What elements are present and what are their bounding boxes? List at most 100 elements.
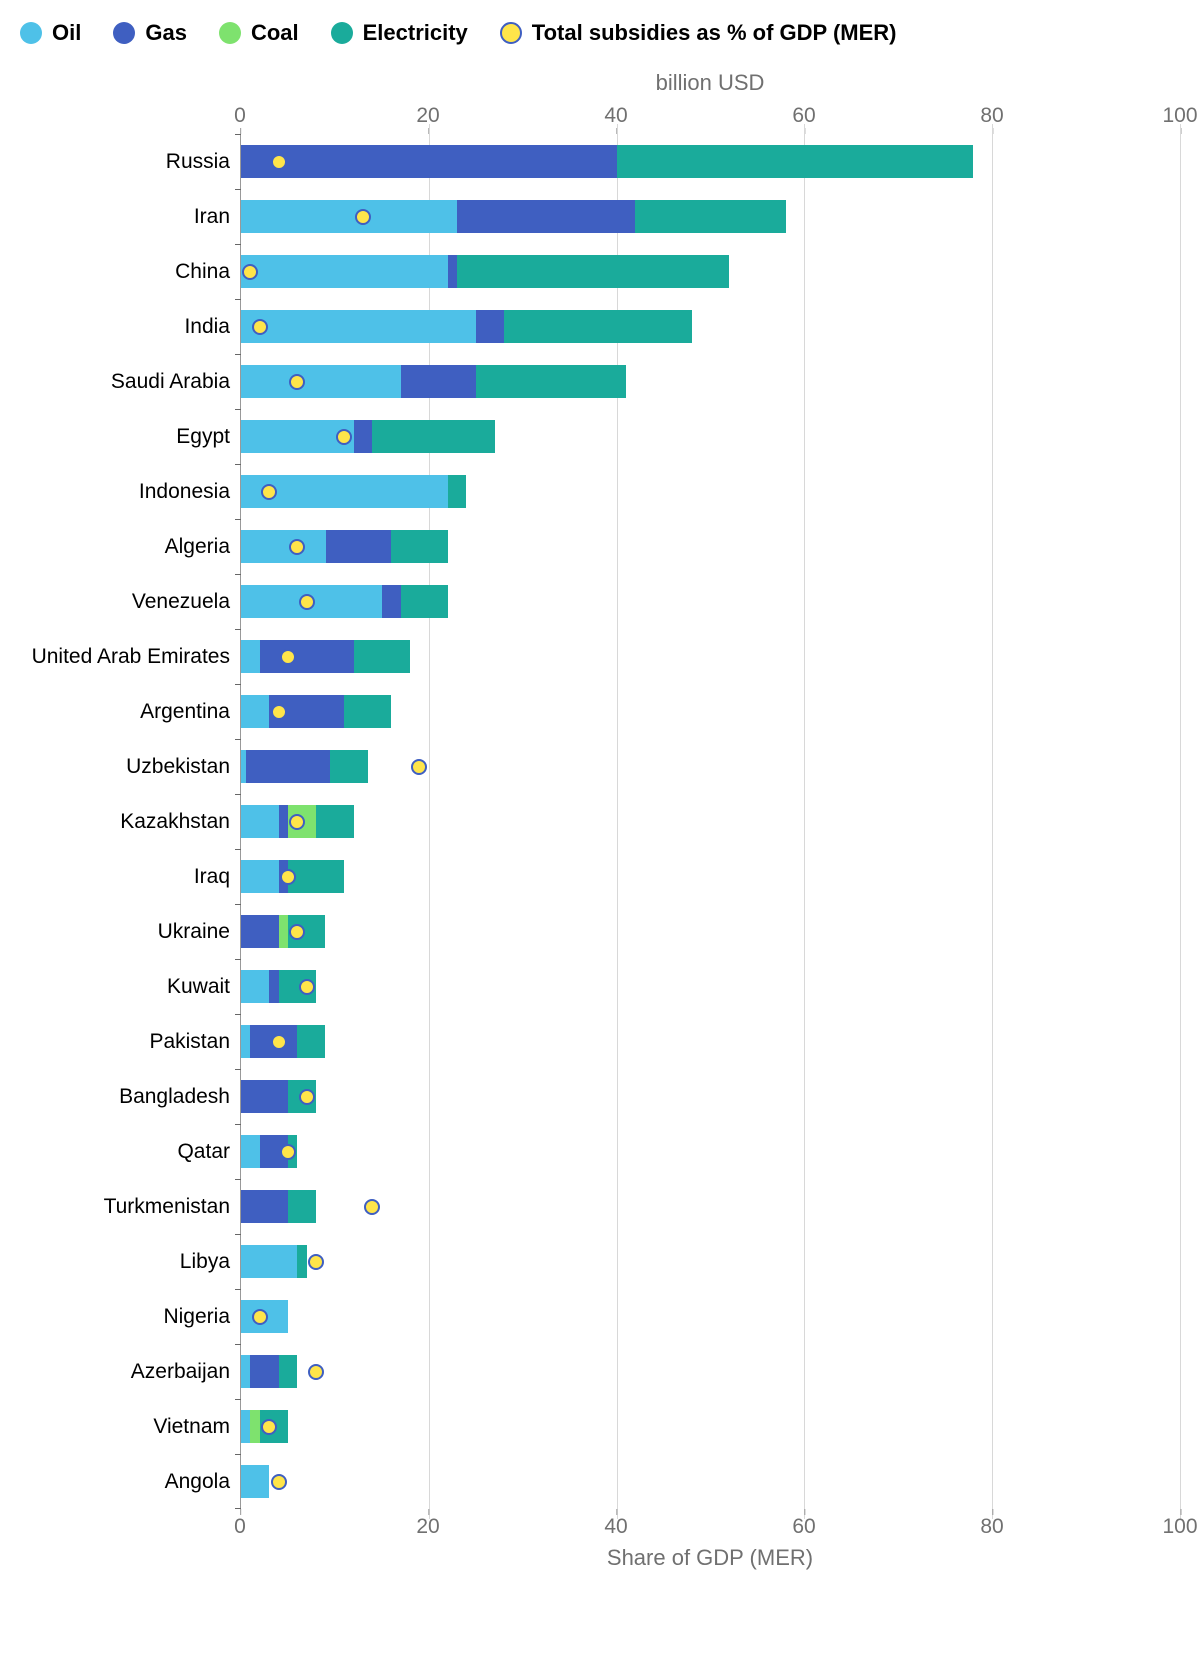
bar-segment-elec (279, 1355, 298, 1388)
legend-label: Coal (251, 20, 299, 46)
gridline (1180, 124, 1181, 1519)
country-label: Nigeria (20, 1289, 240, 1344)
gdp-marker (271, 704, 287, 720)
country-label: Qatar (20, 1124, 240, 1179)
bar-segment-elec (448, 475, 467, 508)
gdp-marker (308, 1364, 324, 1380)
y-tick (235, 1344, 241, 1345)
gdp-marker (271, 1474, 287, 1490)
bar-segment-oil (241, 640, 260, 673)
chart-row (241, 519, 1180, 574)
country-label: Egypt (20, 409, 240, 464)
country-label: Vietnam (20, 1399, 240, 1454)
gdp-marker (289, 539, 305, 555)
country-label: Russia (20, 134, 240, 189)
y-tick (235, 354, 241, 355)
country-label: Iran (20, 189, 240, 244)
country-label: Argentina (20, 684, 240, 739)
bar-segment-gas (326, 530, 392, 563)
y-axis-labels: RussiaIranChinaIndiaSaudi ArabiaEgyptInd… (20, 134, 240, 1509)
gdp-marker (280, 869, 296, 885)
bar-stack (241, 1135, 1180, 1168)
chart-row (241, 1179, 1180, 1234)
gdp-marker (271, 154, 287, 170)
bar-segment-gas (279, 805, 288, 838)
country-label: Algeria (20, 519, 240, 574)
y-tick (235, 1454, 241, 1455)
bar-stack (241, 640, 1180, 673)
chart-row (241, 574, 1180, 629)
country-label: Kuwait (20, 959, 240, 1014)
bar-stack (241, 805, 1180, 838)
y-tick (235, 244, 241, 245)
chart-row (241, 189, 1180, 244)
bar-segment-gas (448, 255, 457, 288)
bar-segment-elec (617, 145, 974, 178)
bar-stack (241, 1355, 1180, 1388)
bar-stack (241, 1025, 1180, 1058)
gdp-marker (299, 979, 315, 995)
chart-row (241, 904, 1180, 959)
plot: RussiaIranChinaIndiaSaudi ArabiaEgyptInd… (20, 134, 1180, 1509)
plot-area (240, 134, 1180, 1509)
bottom-axis-title: Share of GDP (MER) (20, 1545, 1180, 1571)
y-tick (235, 1179, 241, 1180)
bar-segment-coal (279, 915, 288, 948)
bar-stack (241, 365, 1180, 398)
chart: billion USD 020406080100 RussiaIranChina… (20, 70, 1180, 1571)
legend-item-elec: Electricity (331, 20, 468, 46)
bar-stack (241, 1080, 1180, 1113)
bar-segment-gas (246, 750, 331, 783)
chart-row (241, 1014, 1180, 1069)
country-label: Turkmenistan (20, 1179, 240, 1234)
bottom-tick: 80 (980, 1515, 1003, 1539)
bar-segment-gas (241, 915, 279, 948)
bar-segment-oil (241, 1355, 250, 1388)
bar-segment-elec (354, 640, 410, 673)
legend-item-oil: Oil (20, 20, 81, 46)
country-label: Iraq (20, 849, 240, 904)
bar-stack (241, 145, 1180, 178)
bar-segment-coal (250, 1410, 259, 1443)
chart-row (241, 959, 1180, 1014)
country-label: Venezuela (20, 574, 240, 629)
bar-segment-gas (241, 145, 617, 178)
bar-stack (241, 695, 1180, 728)
bar-stack (241, 420, 1180, 453)
top-tick: 0 (234, 104, 246, 128)
gdp-marker (289, 814, 305, 830)
y-tick (235, 134, 241, 135)
gdp-marker (271, 1034, 287, 1050)
chart-container: OilGasCoalElectricityTotal subsidies as … (20, 20, 1180, 1571)
bar-segment-oil (241, 695, 269, 728)
bar-segment-elec (297, 1245, 306, 1278)
y-tick (235, 409, 241, 410)
y-tick (235, 189, 241, 190)
coal-swatch (219, 22, 241, 44)
bar-segment-gas (457, 200, 635, 233)
bar-segment-oil (241, 310, 476, 343)
legend-label: Gas (145, 20, 187, 46)
bar-segment-gas (241, 1190, 288, 1223)
top-x-axis: 020406080100 (240, 100, 1180, 134)
bar-stack (241, 1190, 1180, 1223)
bar-segment-gas (241, 1080, 288, 1113)
chart-row (241, 464, 1180, 519)
gdp-marker (411, 759, 427, 775)
bar-segment-oil (241, 1245, 297, 1278)
country-label: Ukraine (20, 904, 240, 959)
chart-row (241, 244, 1180, 299)
bottom-tick: 60 (792, 1515, 815, 1539)
bar-segment-elec (401, 585, 448, 618)
gdp-marker (299, 594, 315, 610)
y-tick (235, 739, 241, 740)
bar-stack (241, 970, 1180, 1003)
country-label: Saudi Arabia (20, 354, 240, 409)
bar-segment-elec (288, 860, 344, 893)
chart-row (241, 1454, 1180, 1509)
chart-row (241, 794, 1180, 849)
legend-label: Electricity (363, 20, 468, 46)
bar-segment-oil (241, 1025, 250, 1058)
country-label: Indonesia (20, 464, 240, 519)
bar-segment-oil (241, 255, 448, 288)
